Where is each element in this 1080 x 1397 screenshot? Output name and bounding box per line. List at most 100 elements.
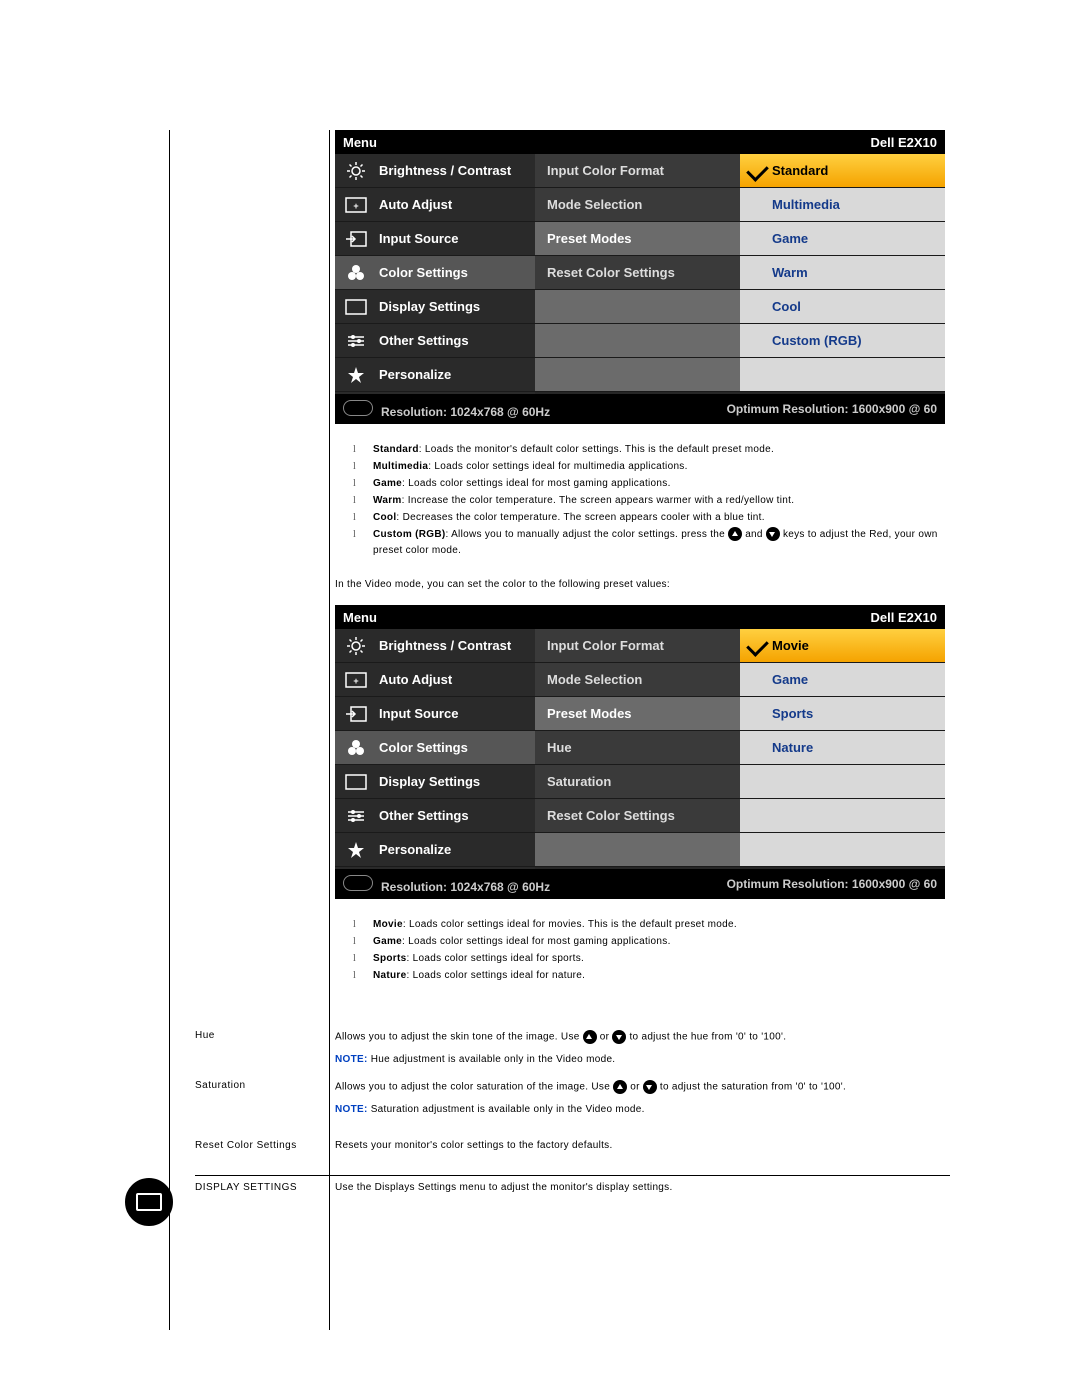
reset-row: Reset Color Settings Resets your monitor… (195, 1140, 950, 1151)
option-item (740, 799, 945, 833)
hue-text: Allows you to adjust the skin tone of th… (335, 1030, 950, 1065)
desc-item: Nature: Loads color settings ideal for n… (363, 968, 950, 984)
input-source-icon (343, 703, 369, 725)
option-item[interactable]: Nature (740, 731, 945, 765)
down-button-icon (766, 527, 780, 541)
osd1-main-menu: Brightness / Contrast + Auto Adjust Input S… (335, 154, 535, 394)
menu-item-label: Color Settings (379, 265, 468, 280)
osd-menu-1: Menu Dell E2X10 Brightness / Contrast+Au… (335, 130, 945, 424)
desc-item: Warm: Increase the color temperature. Th… (363, 493, 950, 509)
menu-item-other[interactable]: Other Settings (335, 799, 535, 833)
display-settings-text: Use the Displays Settings menu to adjust… (335, 1182, 950, 1193)
desc-item: Custom (RGB): Allows you to manually adj… (363, 527, 950, 559)
menu-item-label: Personalize (379, 367, 451, 382)
desc-item: Cool: Decreases the color temperature. T… (363, 510, 950, 526)
hue-row: Hue Allows you to adjust the skin tone o… (195, 1030, 950, 1065)
option-item (740, 765, 945, 799)
desc-item: Game: Loads color settings ideal for mos… (363, 476, 950, 492)
menu-item-label: Other Settings (379, 808, 469, 823)
optimum-text: Optimum Resolution: 1600x900 @ 60 (727, 402, 937, 416)
auto-adjust-icon: + (343, 194, 369, 216)
optimum-text: Optimum Resolution: 1600x900 @ 60 (727, 877, 937, 891)
down-button-icon (643, 1080, 657, 1094)
menu-item-input-source[interactable]: Input Source (335, 222, 535, 256)
menu-item-label: Input Source (379, 706, 458, 721)
svg-text:+: + (353, 676, 358, 686)
preset-descriptions-2: Movie: Loads color settings ideal for mo… (335, 917, 950, 984)
menu-item-color-settings[interactable]: Color Settings (335, 256, 535, 290)
menu-item-auto-adjust[interactable]: + Auto Adjust (335, 663, 535, 697)
color-settings-icon (343, 737, 369, 759)
up-button-icon (583, 1030, 597, 1044)
video-mode-intro: In the Video mode, you can set the color… (335, 577, 950, 593)
resolution-text: Resolution: 1024x768 @ 60Hz (381, 405, 550, 419)
option-item[interactable]: Game (740, 222, 945, 256)
menu-item-personalize[interactable]: Personalize (335, 833, 535, 867)
submenu-item (535, 833, 740, 867)
option-item[interactable]: Custom (RGB) (740, 324, 945, 358)
option-item (740, 358, 945, 392)
option-item[interactable]: Warm (740, 256, 945, 290)
option-item[interactable]: Sports (740, 697, 945, 731)
submenu-item (535, 290, 740, 324)
reset-text: Resets your monitor's color settings to … (335, 1140, 950, 1151)
svg-text:+: + (353, 201, 358, 211)
reset-label: Reset Color Settings (195, 1140, 335, 1151)
menu-item-brightness[interactable]: Brightness / Contrast (335, 154, 535, 188)
menu-item-other[interactable]: Other Settings (335, 324, 535, 358)
submenu-item[interactable]: Preset Modes (535, 222, 740, 256)
resolution-text: Resolution: 1024x768 @ 60Hz (381, 880, 550, 894)
option-item[interactable]: Cool (740, 290, 945, 324)
saturation-text: Allows you to adjust the color saturatio… (335, 1080, 950, 1115)
osd-menu-2: Menu Dell E2X10 Brightness / Contrast + Au… (335, 605, 945, 899)
submenu-item[interactable]: Reset Color Settings (535, 256, 740, 290)
menu-item-label: Brightness / Contrast (379, 638, 511, 653)
personalize-icon (343, 839, 369, 861)
menu-label: Menu (343, 610, 377, 625)
menu-item-input-source[interactable]: Input Source (335, 697, 535, 731)
submenu-item[interactable]: Preset Modes (535, 697, 740, 731)
menu-item-brightness[interactable]: Brightness / Contrast (335, 629, 535, 663)
menu-item-label: Display Settings (379, 299, 480, 314)
submenu-item[interactable]: Input Color Format (535, 629, 740, 663)
left-border-column (130, 130, 170, 1330)
menu-item-personalize[interactable]: Personalize (335, 358, 535, 392)
osd2-main-menu: Brightness / Contrast + Auto Adjust Input S… (335, 629, 535, 869)
model-label: Dell E2X10 (871, 610, 938, 625)
menu-item-label: Brightness / Contrast (379, 163, 511, 178)
menu-item-color-settings[interactable]: Color Settings (335, 731, 535, 765)
desc-item: Movie: Loads color settings ideal for mo… (363, 917, 950, 933)
menu-item-auto-adjust[interactable]: + Auto Adjust (335, 188, 535, 222)
submenu-item[interactable]: Hue (535, 731, 740, 765)
option-item[interactable]: Multimedia (740, 188, 945, 222)
osd1-submenu: Input Color FormatMode SelectionPreset M… (535, 154, 740, 394)
osd1-options: StandardMultimediaGameWarmCoolCustom (RG… (740, 154, 945, 394)
auto-adjust-icon: + (343, 669, 369, 691)
preset-descriptions-1: Standard: Loads the monitor's default co… (335, 442, 950, 559)
submenu-item[interactable]: Reset Color Settings (535, 799, 740, 833)
desc-item: Sports: Loads color settings ideal for s… (363, 951, 950, 967)
menu-item-display[interactable]: Display Settings (335, 765, 535, 799)
menu-label: Menu (343, 135, 377, 150)
note-label: NOTE: (335, 1054, 368, 1065)
submenu-item[interactable]: Mode Selection (535, 663, 740, 697)
menu-item-label: Display Settings (379, 774, 480, 789)
submenu-item[interactable]: Input Color Format (535, 154, 740, 188)
personalize-icon (343, 364, 369, 386)
submenu-item[interactable]: Mode Selection (535, 188, 740, 222)
menu-item-label: Color Settings (379, 740, 468, 755)
menu-item-label: Auto Adjust (379, 672, 452, 687)
saturation-label: Saturation (195, 1080, 335, 1115)
menu-item-display[interactable]: Display Settings (335, 290, 535, 324)
option-item[interactable]: Movie (740, 629, 945, 663)
submenu-item[interactable]: Saturation (535, 765, 740, 799)
osd2-options: MovieGameSportsNature (740, 629, 945, 869)
desc-item: Multimedia: Loads color settings ideal f… (363, 459, 950, 475)
option-item[interactable]: Standard (740, 154, 945, 188)
option-item (740, 833, 945, 867)
option-item[interactable]: Game (740, 663, 945, 697)
menu-item-label: Auto Adjust (379, 197, 452, 212)
menu-item-label: Input Source (379, 231, 458, 246)
down-button-icon (612, 1030, 626, 1044)
color-settings-icon (343, 262, 369, 284)
